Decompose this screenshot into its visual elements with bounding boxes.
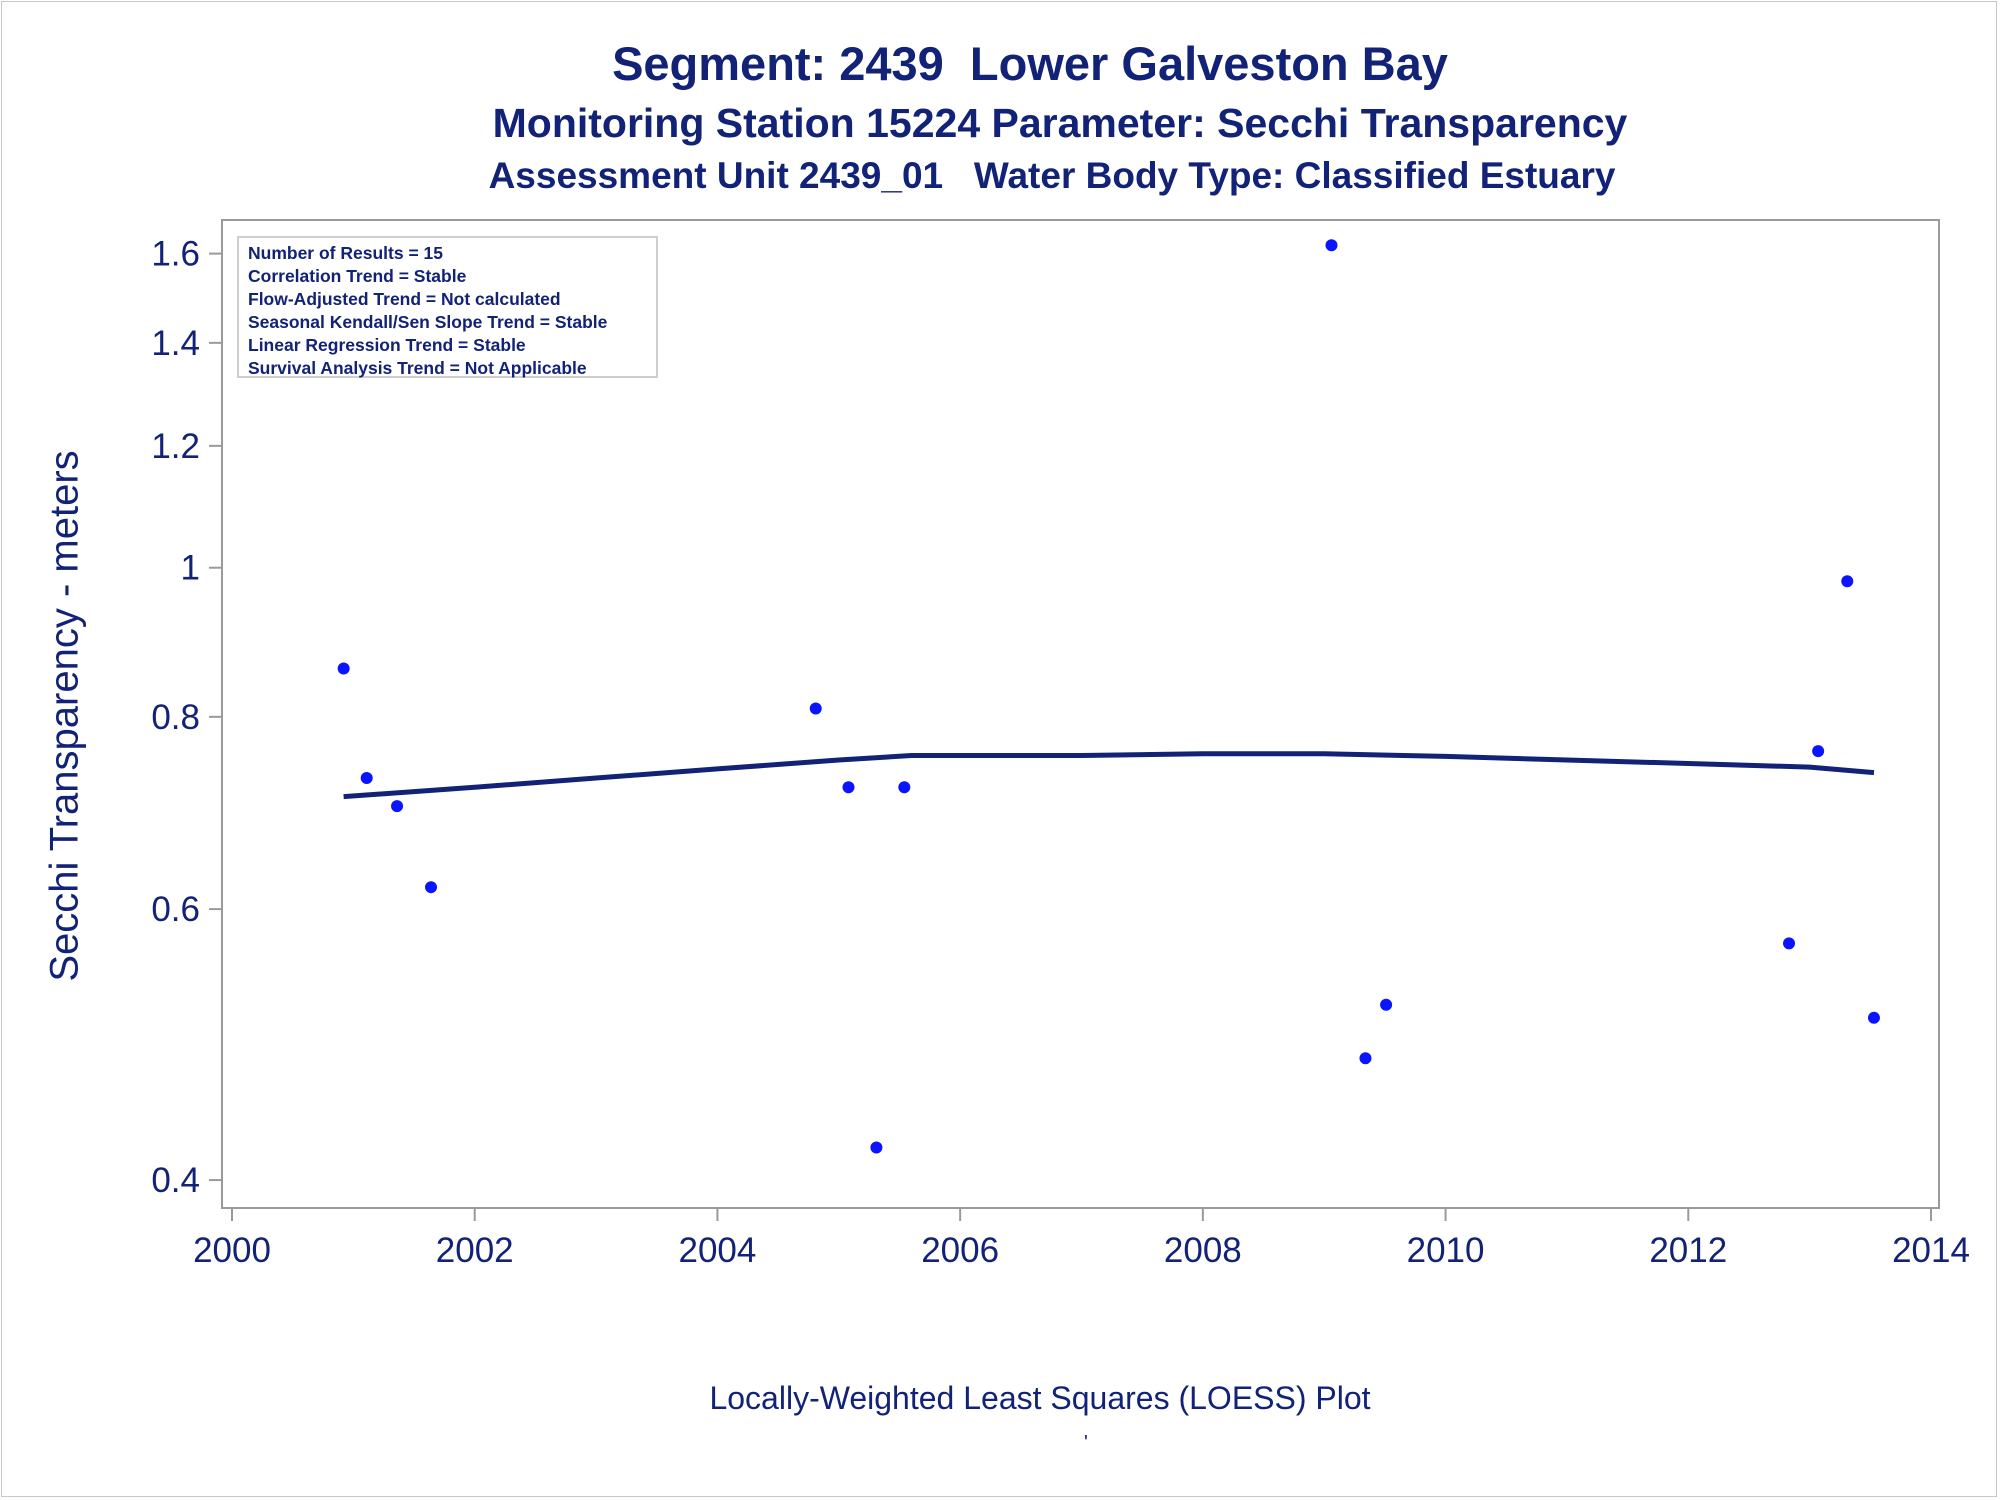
- data-point: [809, 702, 822, 715]
- trend-summary-line: Linear Regression Trend = Stable: [248, 335, 526, 355]
- data-points: [337, 239, 1880, 1154]
- chart-subtitle-station: Monitoring Station 15224 Parameter: Secc…: [492, 100, 1628, 146]
- x-tick-label: 2014: [1892, 1231, 1970, 1270]
- x-tick-label: 2012: [1649, 1231, 1727, 1270]
- plot-area: [221, 219, 1940, 1209]
- x-tick-label: 2010: [1407, 1231, 1485, 1270]
- data-point: [337, 662, 350, 675]
- data-point: [870, 1141, 883, 1154]
- y-tick-label: 1: [181, 549, 200, 588]
- data-point: [1359, 1052, 1372, 1065]
- x-axis: 2000 2002 2004 2006 2008 2010 2012 2014: [193, 1208, 1970, 1270]
- trend-summary-line: Seasonal Kendall/Sen Slope Trend = Stabl…: [248, 312, 608, 332]
- x-tick-label: 2000: [193, 1231, 271, 1270]
- data-point: [842, 781, 855, 794]
- chart-subtitle-assessment: Assessment Unit 2439_01 Water Body Type:…: [488, 155, 1616, 196]
- data-point: [898, 781, 911, 794]
- data-point: [1812, 745, 1825, 758]
- x-tick-label: 2006: [921, 1231, 999, 1270]
- data-point: [1783, 937, 1796, 950]
- loess-line: [343, 751, 1875, 800]
- trend-summary-line: Survival Analysis Trend = Not Applicable: [248, 358, 587, 378]
- y-tick-label: 0.4: [151, 1161, 200, 1200]
- data-point: [1380, 998, 1393, 1011]
- trend-summary-line: Flow-Adjusted Trend = Not calculated: [248, 289, 561, 309]
- data-point: [1867, 1011, 1880, 1024]
- data-point: [360, 772, 373, 785]
- data-point: [1841, 575, 1854, 588]
- trend-summary-box: Number of Results = 15 Correlation Trend…: [237, 236, 658, 378]
- y-axis: 0.4 0.6 0.8 1 1.2 1.4 1.6: [151, 235, 222, 1200]
- x-tick-label: 2008: [1164, 1231, 1242, 1270]
- trend-summary-line: Correlation Trend = Stable: [248, 266, 467, 286]
- y-tick-label: 0.8: [151, 698, 200, 737]
- y-axis-label: Secchi Transparency - meters: [42, 450, 87, 982]
- x-tick-label: 2004: [678, 1231, 756, 1270]
- y-tick-label: 1.4: [151, 324, 200, 363]
- trend-summary-line: Number of Results = 15: [248, 243, 443, 263]
- y-tick-label: 0.6: [151, 890, 200, 929]
- data-point: [391, 800, 404, 813]
- y-tick-label: 1.2: [151, 427, 200, 466]
- footnote-mark: ': [1084, 1432, 1088, 1454]
- chart-title: Segment: 2439 Lower Galveston Bay: [612, 37, 1448, 90]
- data-point: [1325, 239, 1338, 252]
- data-point: [425, 881, 438, 894]
- x-tick-label: 2002: [436, 1231, 514, 1270]
- y-tick-label: 1.6: [151, 235, 200, 274]
- chart-footnote: Locally-Weighted Least Squares (LOESS) P…: [709, 1380, 1371, 1416]
